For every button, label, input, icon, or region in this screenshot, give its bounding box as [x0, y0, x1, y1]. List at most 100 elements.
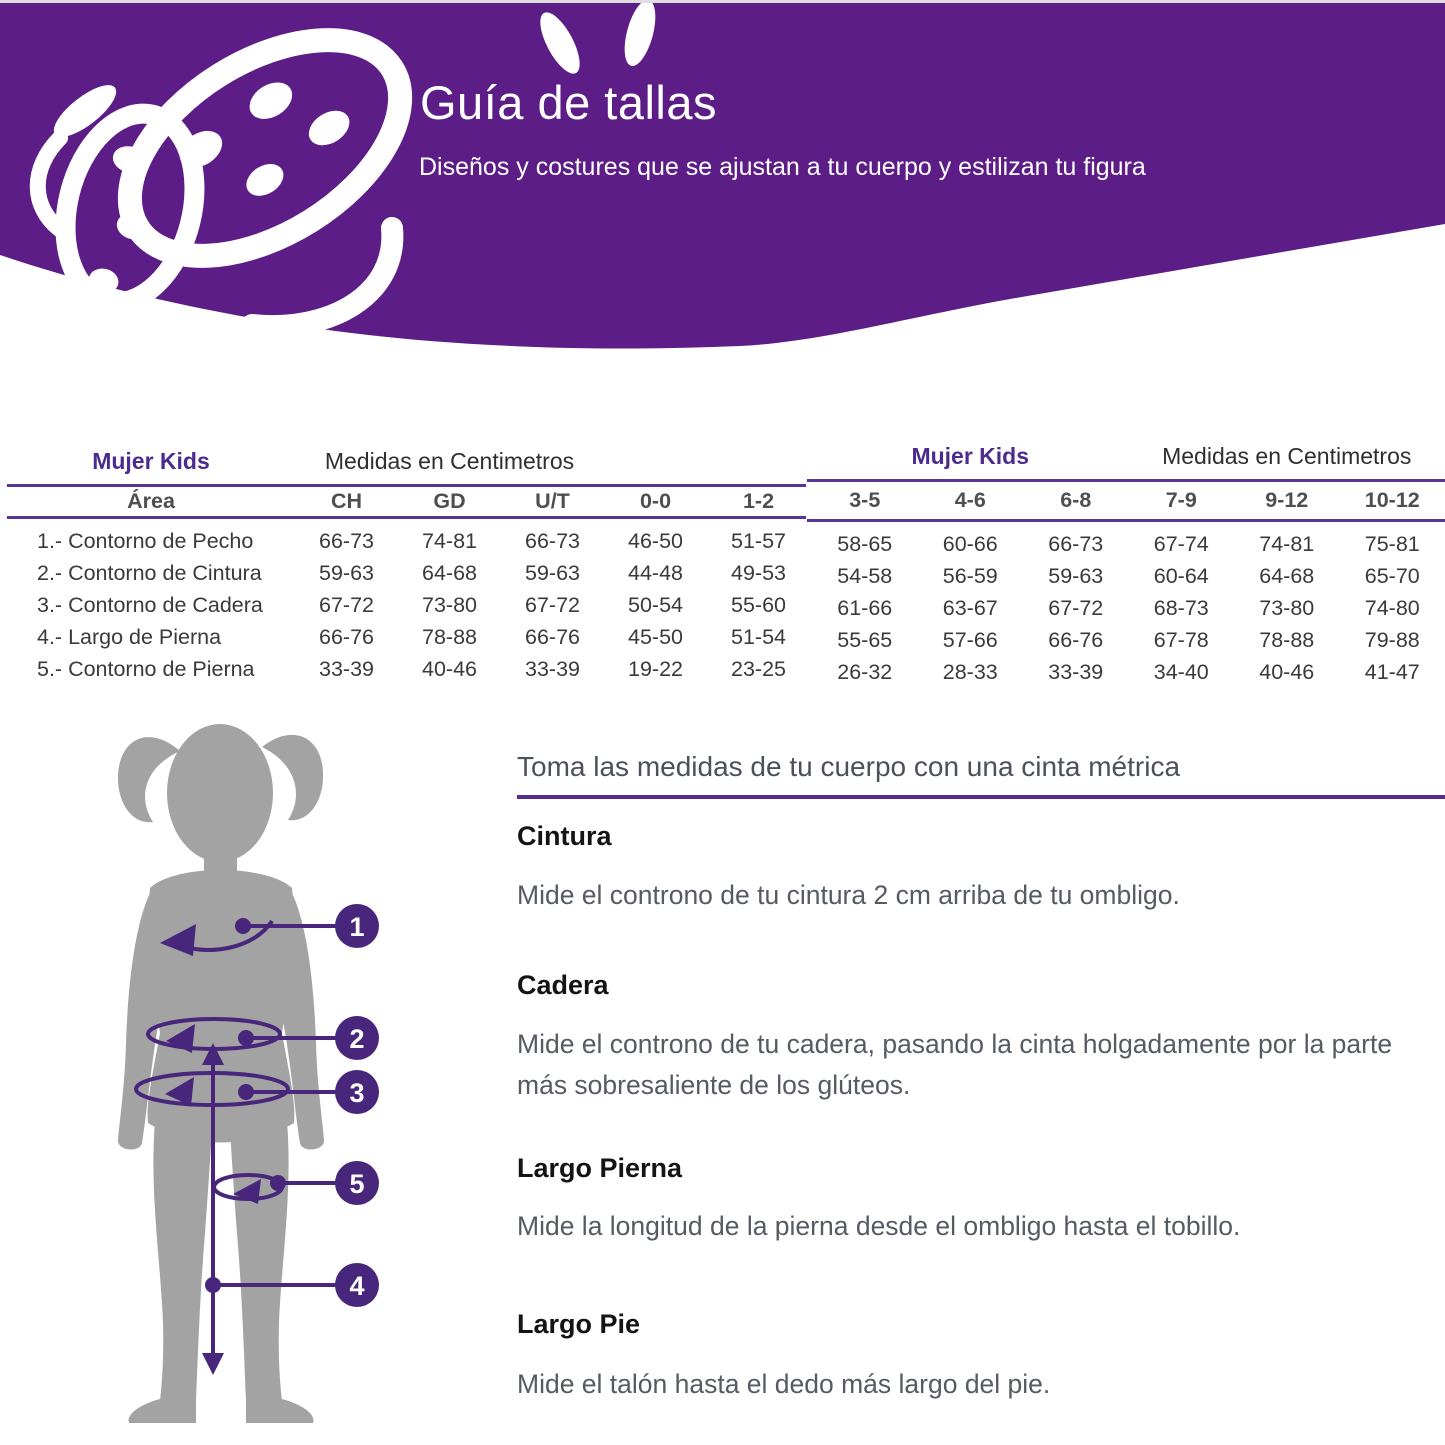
body-measurement-diagram: 1 2 3 4 5	[117, 724, 379, 1423]
cell-value: 33-39	[525, 656, 580, 681]
table-row: 2.- Contorno de Cintura 59-63 64-68 59-6…	[7, 557, 810, 589]
cell-value: 23-25	[731, 656, 786, 681]
table-row: 61-66 63-67 67-72 68-73 73-80 74-80	[812, 592, 1445, 624]
units-label: Medidas en Centimetros	[324, 447, 575, 474]
table-row: 4.- Largo de Pierna 66-76 78-88 66-76 45…	[7, 621, 810, 653]
column-header: CH	[330, 488, 363, 513]
cell-value: 50-54	[628, 592, 683, 617]
area-label: 2.- Contorno de Cintura	[37, 560, 262, 585]
table-row: 3.- Contorno de Cadera 67-72 73-80 67-72…	[7, 589, 810, 621]
cell-value: 78-88	[422, 624, 477, 649]
annotation-arrowheads	[160, 918, 286, 1375]
marker-badge-4-label: 4	[349, 1271, 364, 1301]
cell-value: 55-65	[837, 627, 893, 652]
column-header: 4-6	[954, 487, 986, 512]
cell-value: 66-76	[319, 624, 374, 649]
page-title: Guía de tallas	[420, 76, 718, 129]
cell-value: 65-70	[1364, 563, 1420, 588]
cell-value: 40-46	[1259, 659, 1315, 684]
cell-value: 73-80	[422, 592, 477, 617]
units-label: Medidas en Centimetros	[1162, 442, 1412, 469]
area-label: 3.- Contorno de Cadera	[37, 592, 263, 617]
cell-value: 57-66	[942, 627, 998, 652]
cell-value: 64-68	[1259, 563, 1315, 588]
right-table-header-row: 3-5 4-6 6-8 7-9 9-12 10-12	[812, 484, 1445, 516]
column-header: Área	[127, 488, 175, 513]
up-arrowhead	[202, 1043, 224, 1065]
cell-value: 51-54	[731, 624, 786, 649]
cell-value: 56-59	[942, 563, 998, 588]
brand-label: Mujer Kids	[92, 447, 210, 474]
column-header: 6-8	[1060, 487, 1092, 512]
chest-arrowhead	[160, 924, 196, 956]
left-table-header-row: Área CH GD U/T 0-0 1-2	[7, 487, 810, 515]
marker-badges: 1 2 3 4 5	[335, 904, 379, 1307]
cell-value: 51-57	[731, 528, 786, 553]
column-header: 7-9	[1165, 487, 1197, 512]
section-title-largo-pierna: Largo Pierna	[517, 1153, 683, 1183]
cell-value: 60-66	[942, 531, 998, 556]
cell-value: 59-63	[1048, 563, 1104, 588]
table-row: 54-58 56-59 59-63 60-64 64-68 65-70	[812, 560, 1445, 592]
column-header: 3-5	[849, 487, 881, 512]
table-row: 26-32 28-33 33-39 34-40 40-46 41-47	[812, 656, 1445, 688]
cell-value: 44-48	[628, 560, 683, 585]
cell-value: 60-64	[1153, 563, 1209, 588]
cell-value: 33-39	[1048, 659, 1104, 684]
table-row: 5.- Contorno de Pierna 33-39 40-46 33-39…	[7, 653, 810, 685]
header-wave-shape	[0, 3, 1445, 349]
column-header: GD	[433, 488, 466, 513]
cell-value: 67-78	[1153, 627, 1209, 652]
waist-arrowhead	[166, 1024, 195, 1053]
cell-value: 78-88	[1259, 627, 1315, 652]
table-row: 1.- Contorno de Pecho 66-73 74-81 66-73 …	[7, 525, 810, 557]
section-title-cintura: Cintura	[517, 821, 612, 851]
right-table-caption: Mujer Kids Medidas en Centimetros	[812, 441, 1445, 471]
cell-value: 66-76	[525, 624, 580, 649]
table-row: 58-65 60-66 66-73 67-74 74-81 75-81	[812, 528, 1445, 560]
cell-value: 75-81	[1364, 531, 1420, 556]
left-table-top-rule	[7, 484, 806, 487]
section-title-largo-pie: Largo Pie	[517, 1309, 641, 1339]
column-header: 1-2	[742, 488, 775, 513]
cell-value: 45-50	[628, 624, 683, 649]
marker-badge-3	[335, 1070, 379, 1114]
cell-value: 46-50	[628, 528, 683, 553]
column-header: 10-12	[1364, 487, 1420, 512]
cell-value: 74-80	[1364, 595, 1420, 620]
cell-value: 34-40	[1153, 659, 1209, 684]
marker2-dot	[238, 1030, 254, 1046]
section-text-largo-pierna: Mide la longitud de la pierna desde el o…	[517, 1211, 1241, 1241]
marker1-dot	[235, 918, 251, 934]
cell-value: 64-68	[422, 560, 477, 585]
cell-value: 79-88	[1364, 627, 1420, 652]
section-text-cintura: Mide el controno de tu cintura 2 cm arri…	[517, 880, 1180, 910]
cell-value: 74-81	[1259, 531, 1315, 556]
right-table-bottom-rule	[807, 519, 1445, 522]
area-label: 5.- Contorno de Pierna	[37, 656, 255, 681]
cell-value: 66-73	[319, 528, 374, 553]
marker4-dot	[205, 1277, 221, 1293]
cell-value: 67-74	[1153, 531, 1209, 556]
marker-badge-2-label: 2	[349, 1024, 364, 1054]
cell-value: 49-53	[731, 560, 786, 585]
header-wave-background	[0, 3, 1445, 349]
area-label: 4.- Largo de Pierna	[37, 624, 222, 649]
brand-label: Mujer Kids	[911, 442, 1030, 469]
left-table-caption: Mujer Kids Medidas en Centimetros	[7, 446, 810, 476]
cell-value: 19-22	[628, 656, 683, 681]
cell-value: 63-67	[942, 595, 998, 620]
marker-badge-1-label: 1	[349, 912, 364, 942]
marker-badge-5-label: 5	[349, 1169, 364, 1199]
table-row: 55-65 57-66 66-76 67-78 78-88 79-88	[812, 624, 1445, 656]
thigh-arrowhead	[233, 1179, 261, 1204]
down-arrowhead	[202, 1353, 224, 1375]
cell-value: 66-76	[1048, 627, 1104, 652]
cell-value: 67-72	[1048, 595, 1104, 620]
cell-value: 26-32	[837, 659, 893, 684]
cell-value: 59-63	[319, 560, 374, 585]
marker-badge-4	[335, 1263, 379, 1307]
ladybugs-logo-icon	[29, 3, 656, 337]
cell-value: 68-73	[1153, 595, 1209, 620]
